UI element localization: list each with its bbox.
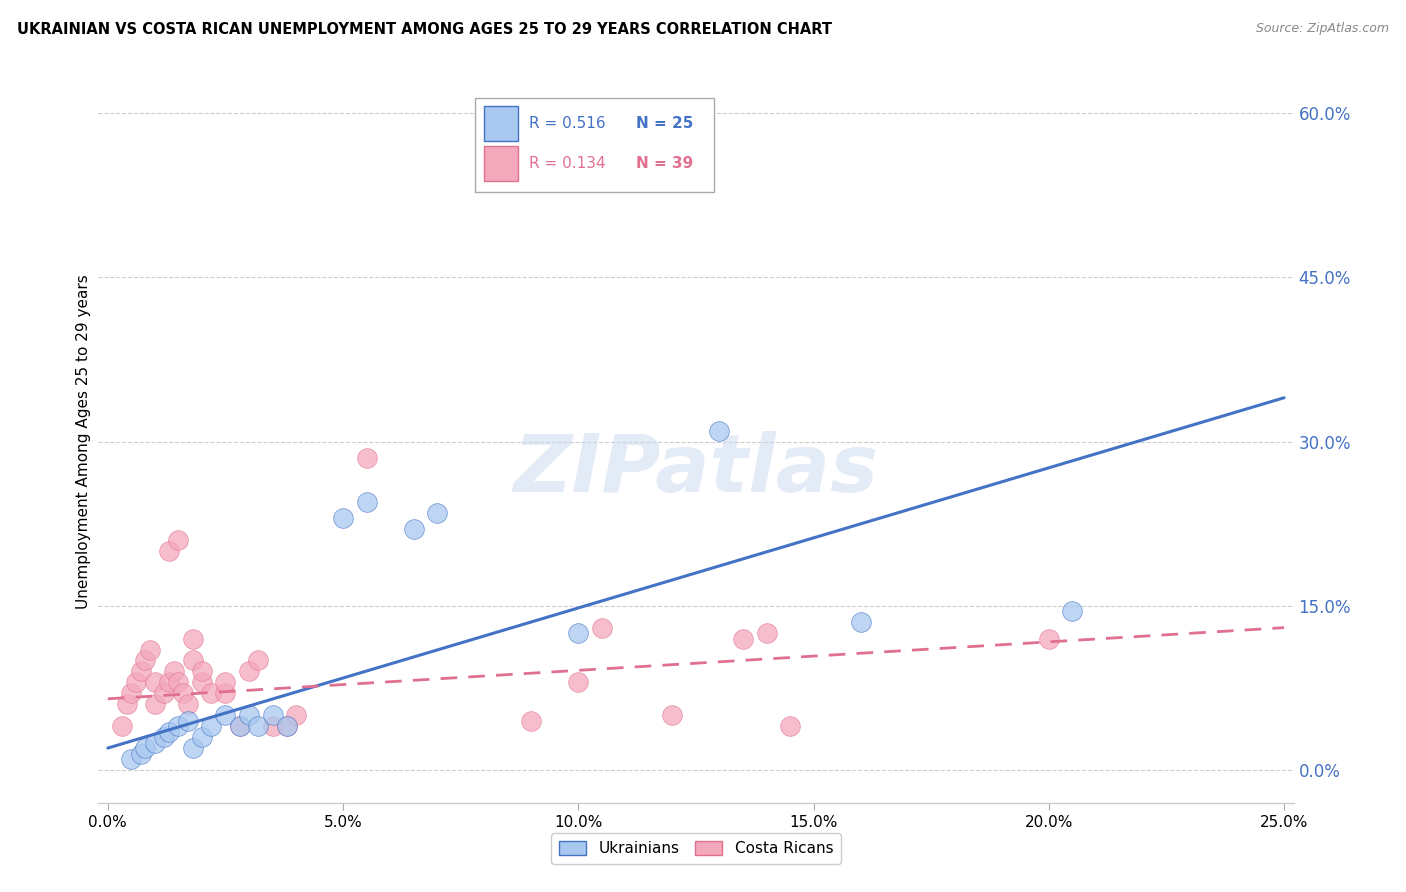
Point (591, 621, 613, 635)
Point (779, 719, 801, 733)
Point (402, 522, 425, 536)
Point (520, 714, 543, 728)
Y-axis label: Unemployment Among Ages 25 to 29 years: Unemployment Among Ages 25 to 29 years (76, 274, 91, 609)
Point (172, 686, 194, 700)
Text: N = 39: N = 39 (637, 156, 693, 171)
Point (238, 665, 260, 679)
Point (200, 719, 222, 733)
FancyBboxPatch shape (485, 146, 517, 181)
Point (661, 708, 683, 723)
Point (214, 675, 236, 690)
Point (143, 698, 166, 712)
Point (191, 665, 214, 679)
Point (181, 632, 204, 646)
Point (120, 752, 142, 766)
Point (356, 450, 378, 465)
Point (125, 675, 148, 690)
Legend: Ukrainians, Costa Ricans: Ukrainians, Costa Ricans (551, 833, 841, 863)
Text: ZIPatlas: ZIPatlas (513, 432, 879, 509)
Point (181, 741, 204, 756)
Text: R = 0.516: R = 0.516 (529, 116, 605, 131)
Point (111, 719, 134, 733)
Point (332, 511, 354, 525)
Point (134, 741, 156, 756)
Point (849, 615, 872, 630)
Point (214, 708, 236, 723)
Point (755, 626, 778, 640)
Point (167, 533, 190, 547)
Point (709, 424, 731, 438)
FancyBboxPatch shape (475, 98, 714, 193)
Point (247, 719, 270, 733)
Point (567, 626, 589, 640)
Point (1062, 604, 1084, 618)
Point (120, 686, 142, 700)
Point (191, 730, 214, 744)
Point (262, 719, 284, 733)
Point (228, 719, 250, 733)
Point (153, 686, 176, 700)
Point (177, 714, 200, 728)
Point (247, 653, 270, 667)
Point (426, 506, 449, 520)
Point (153, 730, 176, 744)
Point (1038, 632, 1060, 646)
Point (167, 675, 190, 690)
Point (356, 494, 378, 508)
Point (163, 665, 186, 679)
Point (143, 735, 166, 749)
Point (200, 686, 222, 700)
Point (157, 675, 180, 690)
FancyBboxPatch shape (485, 106, 517, 141)
Text: R = 0.134: R = 0.134 (529, 156, 605, 171)
Point (115, 698, 138, 712)
Point (181, 653, 204, 667)
Point (262, 708, 284, 723)
Text: Source: ZipAtlas.com: Source: ZipAtlas.com (1256, 22, 1389, 36)
Text: N = 25: N = 25 (637, 116, 693, 131)
Point (191, 675, 214, 690)
Point (157, 544, 180, 558)
Point (177, 698, 200, 712)
Point (567, 675, 589, 690)
Point (167, 719, 190, 733)
Text: UKRAINIAN VS COSTA RICAN UNEMPLOYMENT AMONG AGES 25 TO 29 YEARS CORRELATION CHAR: UKRAINIAN VS COSTA RICAN UNEMPLOYMENT AM… (17, 22, 832, 37)
Point (276, 719, 298, 733)
Point (285, 708, 308, 723)
Point (129, 665, 152, 679)
Point (238, 708, 260, 723)
Point (214, 686, 236, 700)
Point (157, 724, 180, 739)
Point (143, 675, 166, 690)
Point (228, 719, 250, 733)
Point (276, 719, 298, 733)
Point (134, 653, 156, 667)
Point (129, 747, 152, 761)
Point (731, 632, 754, 646)
Point (139, 642, 162, 657)
